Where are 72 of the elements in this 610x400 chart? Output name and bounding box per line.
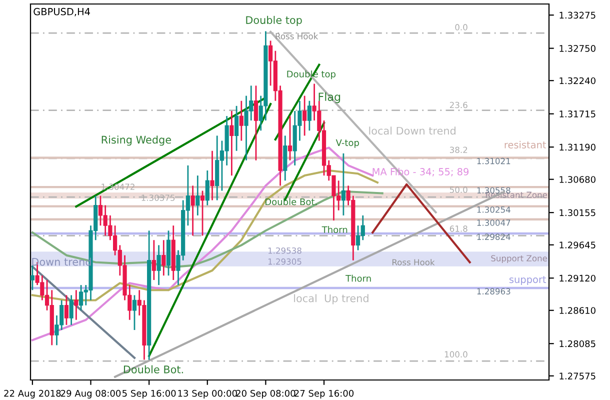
x-tick-label: 20 Sep 08:00 (236, 390, 296, 398)
annotation: Rising Wedge (102, 136, 172, 146)
ref-line-label: 1.31021 (477, 158, 510, 164)
candlestick (196, 174, 200, 216)
annotation: 100.0 (444, 351, 468, 358)
y-tick-label: 1.32750 (560, 45, 596, 52)
annotation: Double Bot. (124, 365, 183, 374)
annotation: 50.0 (450, 186, 468, 193)
annotation: support (509, 276, 546, 285)
candlestick (307, 100, 312, 132)
y-tick-label: 1.31190 (560, 144, 596, 151)
annotation: 0.0 (455, 24, 468, 30)
annotation: local Down trend (369, 126, 456, 135)
candlestick (162, 239, 166, 276)
candlestick (230, 110, 234, 176)
y-tick-label: 1.28085 (560, 340, 596, 348)
candlestick (156, 244, 161, 286)
ref-line-label: 1.28963 (477, 288, 510, 294)
annotation: local Up trend (294, 294, 368, 304)
annotation: 61.8 (450, 226, 468, 232)
ref-line-label: 1.30558 (477, 187, 510, 194)
candlestick (74, 289, 78, 321)
y-tick-label: 1.29645 (560, 242, 596, 248)
annotation: Double top (246, 16, 302, 26)
annotation: Double Bot. (266, 198, 317, 206)
candlestick (30, 264, 34, 291)
candlestick (234, 105, 239, 152)
candlestick (69, 294, 74, 326)
candlestick (288, 115, 292, 162)
ref-line-label: 1.30254 (477, 206, 510, 213)
line-series (31, 190, 384, 268)
candlestick (210, 150, 214, 201)
y-tick-label: 1.30680 (560, 176, 596, 183)
x-tick-label: 27 Sep 16:00 (294, 390, 354, 398)
x-tick-label: 22 Aug 2018 (4, 390, 61, 398)
annotation: Ross Hook (276, 32, 318, 40)
band-label: Support Zone (491, 255, 547, 264)
candlestick (64, 294, 69, 326)
y-tick-label: 1.28610 (560, 307, 596, 314)
annotation: Thorn (346, 274, 371, 282)
y-tick-label: 1.27575 (560, 372, 596, 380)
annotation: 1.30375 (142, 194, 175, 201)
candlestick (239, 100, 244, 142)
annotation: Ross Hook (392, 258, 435, 266)
annotation: 1.29305 (268, 258, 302, 265)
candlestick (200, 190, 205, 236)
candlestick (254, 84, 258, 162)
y-tick-label: 1.30155 (560, 209, 596, 216)
candlestick (302, 95, 307, 136)
candlestick (205, 170, 210, 206)
annotation: 23.6 (450, 102, 468, 108)
x-tick-label: 5 Sep 16:00 (122, 390, 176, 398)
annotation: Flag (318, 92, 340, 104)
x-tick-label: 13 Sep 00:00 (178, 390, 237, 398)
annotation: 38.2 (450, 146, 468, 154)
line-series (31, 146, 374, 342)
annotation: V-top (336, 139, 359, 148)
y-tick-label: 1.31715 (560, 110, 596, 118)
candlestick (341, 152, 346, 216)
y-tick-label: 1.32240 (560, 77, 596, 84)
ref-line-label: 1.29824 (477, 234, 510, 240)
y-tick-label: 1.29120 (560, 274, 596, 282)
candlestick (132, 294, 137, 331)
annotation: Thorn (322, 226, 348, 234)
y-tick-label: 1.33275 (560, 12, 596, 19)
chart-title: GBPUSD,H4 (34, 8, 90, 16)
x-tick-label: 29 Aug 08:00 (60, 390, 121, 398)
annotation: resistant (504, 140, 546, 148)
annotation: 1.29538 (268, 247, 302, 254)
ref-line-label: 1.30047 (477, 220, 510, 226)
candlestick (190, 184, 195, 236)
candlestick (152, 239, 156, 281)
